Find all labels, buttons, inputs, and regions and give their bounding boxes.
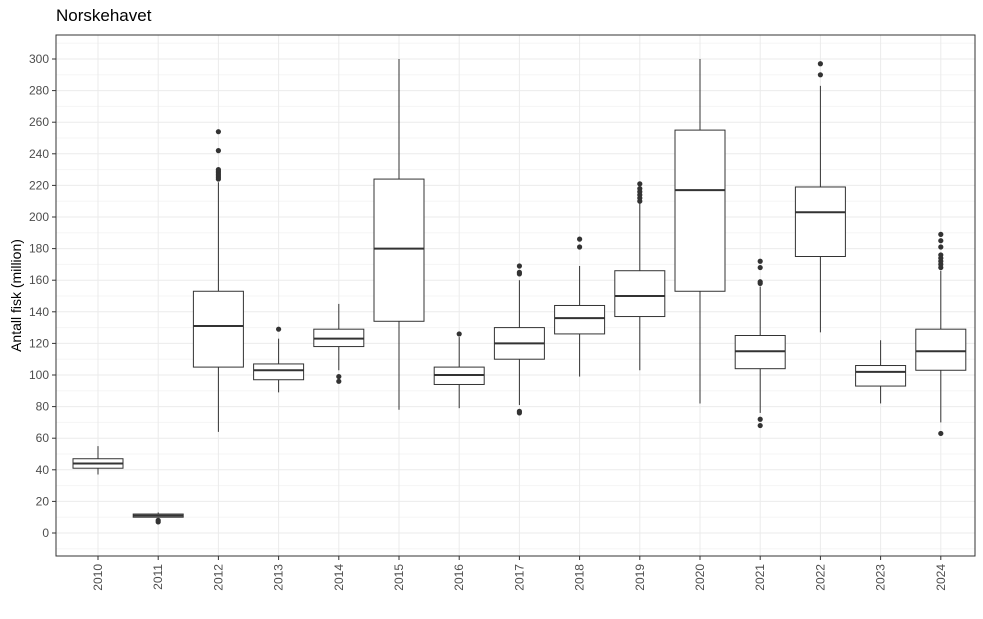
outlier-point <box>938 238 944 244</box>
x-axis: 2010 2011 2012 2013 2014 2015 2016 2017 2018 2019… <box>91 556 948 591</box>
y-axis-title: Antall fisk (million) <box>8 239 24 352</box>
outlier-point <box>757 416 763 422</box>
box-iqr <box>614 270 666 318</box>
y-tick-label: 160 <box>29 273 49 287</box>
x-tick-label: 2021 <box>753 564 767 591</box>
box-2010 <box>72 446 124 475</box>
y-tick-label: 20 <box>36 494 50 508</box>
outlier-point <box>155 517 161 523</box>
panel-border <box>55 34 976 557</box>
outlier-point <box>817 72 824 78</box>
outlier-point <box>456 331 462 337</box>
box-2017 <box>493 263 545 416</box>
y-tick-label: 280 <box>29 84 49 98</box>
box-plot-series <box>72 59 967 525</box>
box-2012 <box>192 129 244 432</box>
y-tick-label: 220 <box>29 178 49 192</box>
box-iqr <box>253 363 305 381</box>
outlier-point <box>938 430 944 437</box>
box-2019 <box>614 181 666 371</box>
box-iqr <box>674 129 726 292</box>
y-tick-label: 60 <box>36 431 50 445</box>
outlier-point <box>215 148 221 154</box>
x-tick-label: 2023 <box>874 564 888 591</box>
box-iqr <box>855 365 907 387</box>
y-tick-label: 120 <box>29 336 49 350</box>
box-iqr <box>915 328 967 371</box>
outlier-point <box>215 129 221 135</box>
box-2020 <box>674 59 726 404</box>
box-2016 <box>433 331 485 409</box>
x-tick-label: 2016 <box>452 564 466 591</box>
y-tick-label: 40 <box>36 463 50 477</box>
x-tick-label: 2017 <box>512 564 526 591</box>
outlier-point <box>757 258 763 264</box>
outlier-point <box>637 181 643 187</box>
x-tick-label: 2020 <box>693 564 707 591</box>
chart-title: Norskehavet <box>56 6 152 25</box>
box-2022 <box>794 61 846 333</box>
box-2014 <box>313 303 365 384</box>
box-2015 <box>373 59 425 410</box>
outlier-point <box>938 231 944 237</box>
y-tick-label: 140 <box>29 305 49 319</box>
box-2018 <box>554 236 606 377</box>
x-tick-label: 2014 <box>332 564 346 591</box>
box-2011 <box>132 512 184 525</box>
y-axis: 0 20 40 60 80 100 120 140 160 180 200 220 240 260 280 3… <box>29 52 56 540</box>
x-tick-label: 2015 <box>392 564 406 591</box>
outlier-point <box>276 326 282 332</box>
box-iqr <box>192 290 244 368</box>
y-tick-label: 80 <box>36 400 50 414</box>
outlier-point <box>336 378 342 384</box>
outlier-point <box>577 244 583 250</box>
y-tick-label: 260 <box>29 115 49 129</box>
y-tick-label: 100 <box>29 368 49 382</box>
box-2024 <box>915 231 967 437</box>
x-tick-label: 2012 <box>211 564 225 591</box>
outlier-point <box>215 167 221 173</box>
x-tick-label: 2024 <box>934 564 948 591</box>
box-iqr <box>794 186 846 257</box>
x-tick-label: 2019 <box>633 564 647 591</box>
box-2023 <box>855 340 907 404</box>
x-tick-label: 2011 <box>151 564 165 590</box>
outlier-point <box>817 61 824 67</box>
outlier-point <box>938 244 944 250</box>
outlier-point <box>757 279 763 285</box>
y-tick-label: 0 <box>42 526 49 540</box>
box-iqr <box>373 178 425 322</box>
outlier-point <box>516 263 523 269</box>
y-tick-label: 180 <box>29 242 49 256</box>
outlier-point <box>757 264 763 271</box>
outlier-point <box>938 252 944 258</box>
y-tick-label: 240 <box>29 147 49 161</box>
x-tick-label: 2022 <box>813 564 827 591</box>
x-tick-label: 2010 <box>91 564 105 591</box>
y-tick-label: 200 <box>29 210 49 224</box>
box-2013 <box>253 326 305 393</box>
x-tick-label: 2018 <box>573 564 587 591</box>
outlier-point <box>516 269 523 275</box>
outlier-point <box>637 185 643 192</box>
outlier-point <box>757 422 763 429</box>
box-2021 <box>734 258 786 429</box>
outlier-point <box>577 236 583 242</box>
box-iqr <box>554 304 606 335</box>
x-tick-label: 2013 <box>272 564 286 591</box>
outlier-point <box>336 373 342 380</box>
outlier-point <box>516 408 523 414</box>
y-tick-label: 300 <box>29 52 49 66</box>
